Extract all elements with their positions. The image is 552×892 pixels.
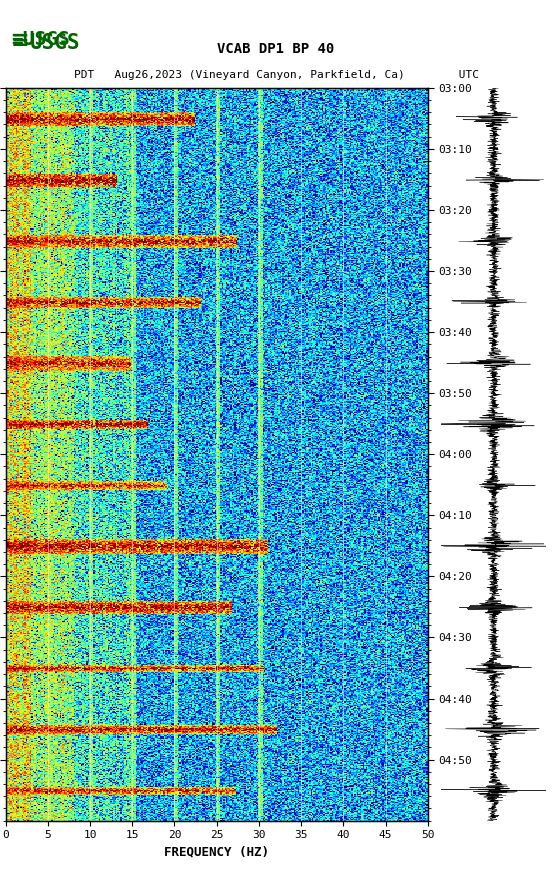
- Text: VCAB DP1 BP 40: VCAB DP1 BP 40: [217, 42, 335, 56]
- Text: USGS: USGS: [30, 33, 81, 53]
- X-axis label: FREQUENCY (HZ): FREQUENCY (HZ): [164, 846, 269, 859]
- Text: ≡: ≡: [11, 31, 30, 51]
- Text: PDT   Aug26,2023 (Vineyard Canyon, Parkfield, Ca)        UTC: PDT Aug26,2023 (Vineyard Canyon, Parkfie…: [73, 70, 479, 79]
- Text: ≡USGS: ≡USGS: [11, 29, 70, 49]
